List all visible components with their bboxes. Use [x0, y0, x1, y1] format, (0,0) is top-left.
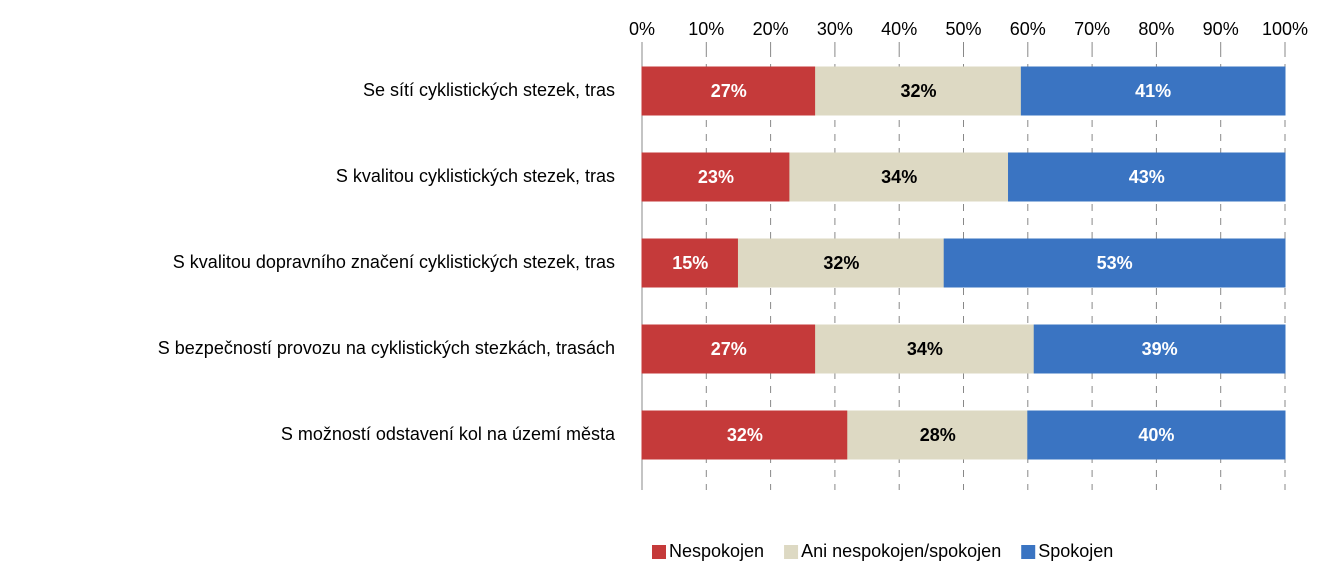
bar-segment [1033, 324, 1286, 374]
x-tick-label: 30% [817, 19, 853, 39]
bar-segment [1020, 66, 1286, 116]
value-label: 39% [1142, 339, 1178, 359]
value-label: 15% [672, 253, 708, 273]
value-label: 32% [900, 81, 936, 101]
bar-segment [641, 152, 791, 202]
bar-segment [789, 152, 1010, 202]
legend-label: Ani nespokojen/spokojen [801, 541, 1001, 561]
bar-segment [815, 324, 1035, 374]
bar-segment [847, 410, 1029, 460]
value-label: 27% [711, 339, 747, 359]
x-tick-label: 90% [1203, 19, 1239, 39]
x-tick-label: 20% [753, 19, 789, 39]
x-tick-label: 60% [1010, 19, 1046, 39]
bar-segment [815, 66, 1022, 116]
value-label: 41% [1135, 81, 1171, 101]
bar-segment [1008, 152, 1286, 202]
x-tick-label: 50% [945, 19, 981, 39]
x-tick-label: 70% [1074, 19, 1110, 39]
bar-segment [641, 238, 739, 288]
bar-segment [943, 238, 1286, 288]
value-label: 32% [823, 253, 859, 273]
x-tick-label: 40% [881, 19, 917, 39]
legend-swatch [784, 545, 799, 559]
value-label: 32% [727, 425, 763, 445]
x-tick-label: 100% [1262, 19, 1308, 39]
value-label: 43% [1129, 167, 1165, 187]
x-tick-label: 10% [688, 19, 724, 39]
bar-segment [641, 324, 817, 374]
value-label: 23% [698, 167, 734, 187]
value-label: 34% [881, 167, 917, 187]
bar-segment [737, 238, 945, 288]
value-label: 28% [920, 425, 956, 445]
value-label: 53% [1097, 253, 1133, 273]
category-label: S kvalitou dopravního značení cyklistick… [173, 252, 615, 272]
x-tick-label: 0% [629, 19, 655, 39]
value-label: 27% [711, 81, 747, 101]
value-label: 34% [907, 339, 943, 359]
bar-segment [1027, 410, 1286, 460]
category-label: S kvalitou cyklistických stezek, tras [336, 166, 615, 186]
category-label: S možností odstavení kol na území města [281, 424, 616, 444]
legend-swatch [1021, 545, 1036, 559]
legend-label: Nespokojen [669, 541, 764, 561]
legend-swatch [652, 545, 666, 559]
category-label: S bezpečností provozu na cyklistických s… [158, 338, 615, 358]
legend-label: Spokojen [1038, 541, 1113, 561]
value-label: 40% [1138, 425, 1174, 445]
category-label: Se sítí cyklistických stezek, tras [363, 80, 615, 100]
bar-segment [641, 410, 849, 460]
x-tick-label: 80% [1138, 19, 1174, 39]
